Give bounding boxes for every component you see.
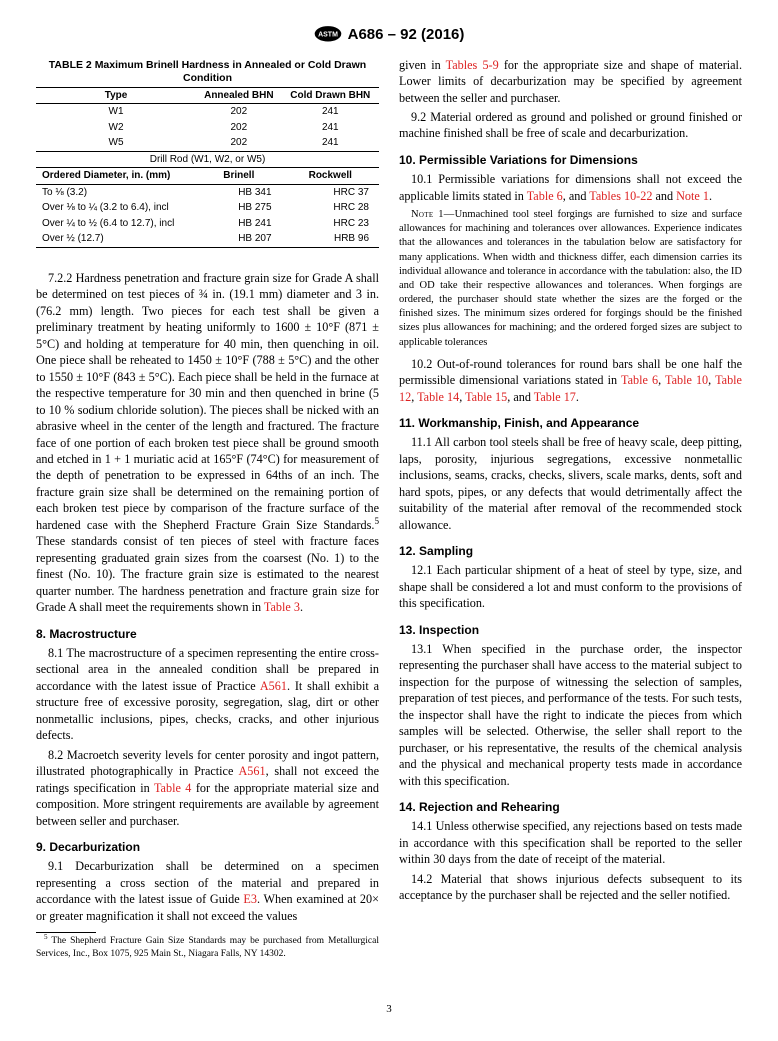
para-10-1: 10.1 Permissible variations for dimensio…: [399, 171, 742, 204]
astm-logo: ASTM: [314, 24, 342, 44]
xref-table-10[interactable]: Table 10: [665, 373, 708, 387]
section-12-title: 12. Sampling: [399, 543, 742, 559]
drill-rod-heading: Drill Rod (W1, W2, or W5): [36, 151, 379, 168]
table-row: W5202241: [36, 135, 379, 151]
para-9-2: 9.2 Material ordered as ground and polis…: [399, 109, 742, 142]
xref-note-1[interactable]: Note 1: [676, 189, 709, 203]
xref-a561[interactable]: A561: [260, 679, 287, 693]
xref-a561[interactable]: A561: [238, 764, 265, 778]
section-9-title: 9. Decarburization: [36, 839, 379, 855]
para-12-1: 12.1 Each particular shipment of a heat …: [399, 562, 742, 611]
section-13-title: 13. Inspection: [399, 622, 742, 638]
xref-table-3[interactable]: Table 3: [264, 600, 300, 614]
table-col: Annealed BHN: [196, 87, 281, 104]
xref-table-6[interactable]: Table 6: [621, 373, 658, 387]
table-row: W2202241: [36, 120, 379, 136]
table-col: Type: [36, 87, 196, 104]
para-11-1: 11.1 All carbon tool steels shall be fre…: [399, 434, 742, 533]
table-row: Over ¼ to ½ (6.4 to 12.7), inclHB 241HRC…: [36, 216, 379, 232]
para-10-2: 10.2 Out-of-round tolerances for round b…: [399, 356, 742, 405]
table-row: To ⅛ (3.2)HB 341HRC 37: [36, 184, 379, 200]
page-header: ASTM A686 – 92 (2016): [36, 24, 742, 49]
xref-tables-5-9[interactable]: Tables 5-9: [446, 58, 499, 72]
para-14-2: 14.2 Material that shows injurious defec…: [399, 871, 742, 904]
xref-table-14[interactable]: Table 14: [417, 390, 459, 404]
para-8-2: 8.2 Macroetch severity levels for center…: [36, 747, 379, 829]
footnote-block: 5 The Shepherd Fracture Gain Size Standa…: [36, 932, 379, 961]
note-1: Note 1—Unmachined tool steel forgings ar…: [399, 208, 742, 350]
xref-table-15[interactable]: Table 15: [465, 390, 507, 404]
para-9-1a: 9.1 Decarburization shall be determined …: [36, 858, 379, 924]
table-2-title: TABLE 2 Maximum Brinell Hardness in Anne…: [36, 59, 379, 85]
table-2: TABLE 2 Maximum Brinell Hardness in Anne…: [36, 59, 379, 248]
para-8-1: 8.1 The macrostructure of a specimen rep…: [36, 645, 379, 744]
xref-tables-10-22[interactable]: Tables 10-22: [589, 189, 652, 203]
standard-designation: A686 – 92 (2016): [348, 26, 465, 43]
section-8-title: 8. Macrostructure: [36, 626, 379, 642]
table-col: Ordered Diameter, in. (mm): [36, 168, 196, 185]
para-7-2-2: 7.2.2 Hardness penetration and fracture …: [36, 270, 379, 616]
xref-e3[interactable]: E3: [243, 892, 257, 906]
table-col: Cold Drawn BHN: [282, 87, 379, 104]
table-col: Brinell: [196, 168, 281, 185]
table-col: Rockwell: [282, 168, 379, 185]
xref-table-6[interactable]: Table 6: [527, 189, 563, 203]
svg-text:ASTM: ASTM: [318, 32, 338, 39]
page-number: 3: [36, 1003, 742, 1015]
para-13-1: 13.1 When specified in the purchase orde…: [399, 641, 742, 789]
footnote-5: 5 The Shepherd Fracture Gain Size Standa…: [36, 935, 379, 961]
table-row: Over ⅛ to ¼ (3.2 to 6.4), inclHB 275HRC …: [36, 200, 379, 216]
xref-table-4[interactable]: Table 4: [154, 781, 191, 795]
table-row: W1202241: [36, 104, 379, 120]
section-14-title: 14. Rejection and Rehearing: [399, 799, 742, 815]
para-14-1: 14.1 Unless otherwise specified, any rej…: [399, 818, 742, 867]
section-10-title: 10. Permissible Variations for Dimension…: [399, 152, 742, 168]
section-11-title: 11. Workmanship, Finish, and Appearance: [399, 415, 742, 431]
xref-table-17[interactable]: Table 17: [534, 390, 576, 404]
table-row: Over ½ (12.7)HB 207HRB 96: [36, 231, 379, 247]
para-9-1b: given in Tables 5-9 for the appropriate …: [399, 57, 742, 106]
